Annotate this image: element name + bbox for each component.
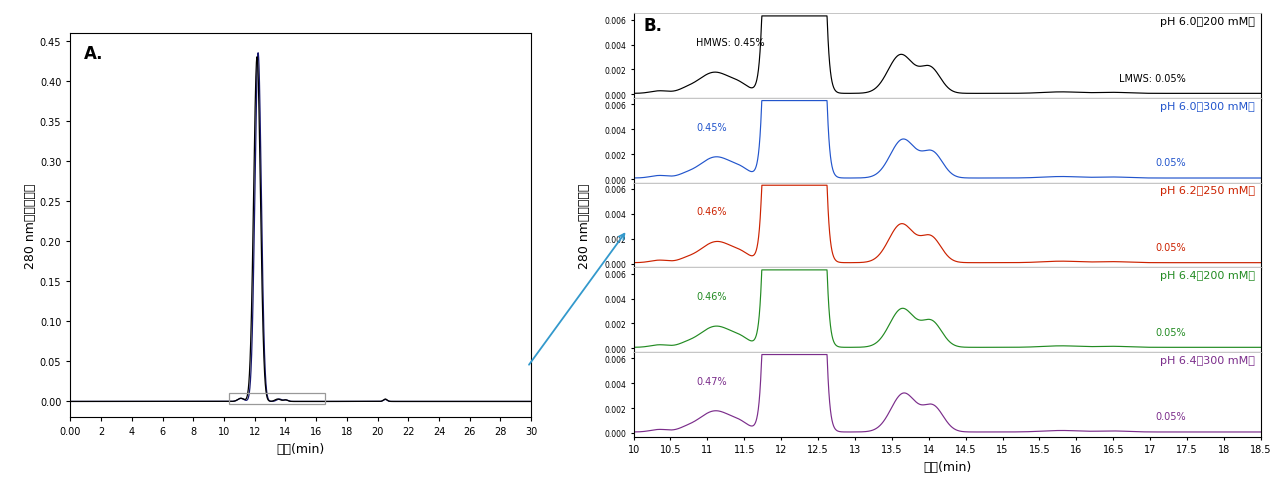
Text: pH 6.0，300 mM盐: pH 6.0，300 mM盐 <box>1160 101 1254 111</box>
Text: B.: B. <box>643 17 662 35</box>
Text: LMWS: 0.05%: LMWS: 0.05% <box>1119 73 1185 84</box>
Text: 0.46%: 0.46% <box>696 291 727 301</box>
X-axis label: 时间(min): 时间(min) <box>923 460 972 473</box>
Text: 0.05%: 0.05% <box>1155 242 1185 252</box>
Text: pH 6.0，200 mM盐: pH 6.0，200 mM盐 <box>1160 17 1254 27</box>
Text: 0.47%: 0.47% <box>696 376 727 386</box>
Text: 280 nm处的吸光度: 280 nm处的吸光度 <box>579 183 591 268</box>
Bar <box>229 394 325 404</box>
Y-axis label: 280 nm处的吸光度: 280 nm处的吸光度 <box>24 183 37 268</box>
Text: HMWS: 0.45%: HMWS: 0.45% <box>696 38 765 48</box>
Text: pH 6.4，300 mM盐: pH 6.4，300 mM盐 <box>1160 355 1254 365</box>
Text: 0.46%: 0.46% <box>696 207 727 217</box>
Text: A.: A. <box>84 45 104 63</box>
Text: pH 6.4，200 mM盐: pH 6.4，200 mM盐 <box>1160 270 1254 280</box>
Text: pH 6.2，250 mM盐: pH 6.2，250 mM盐 <box>1160 186 1254 196</box>
Text: 0.05%: 0.05% <box>1155 158 1185 168</box>
X-axis label: 时间(min): 时间(min) <box>276 442 325 455</box>
Text: 0.45%: 0.45% <box>696 122 727 132</box>
Text: 0.05%: 0.05% <box>1155 411 1185 421</box>
Text: 0.05%: 0.05% <box>1155 327 1185 337</box>
